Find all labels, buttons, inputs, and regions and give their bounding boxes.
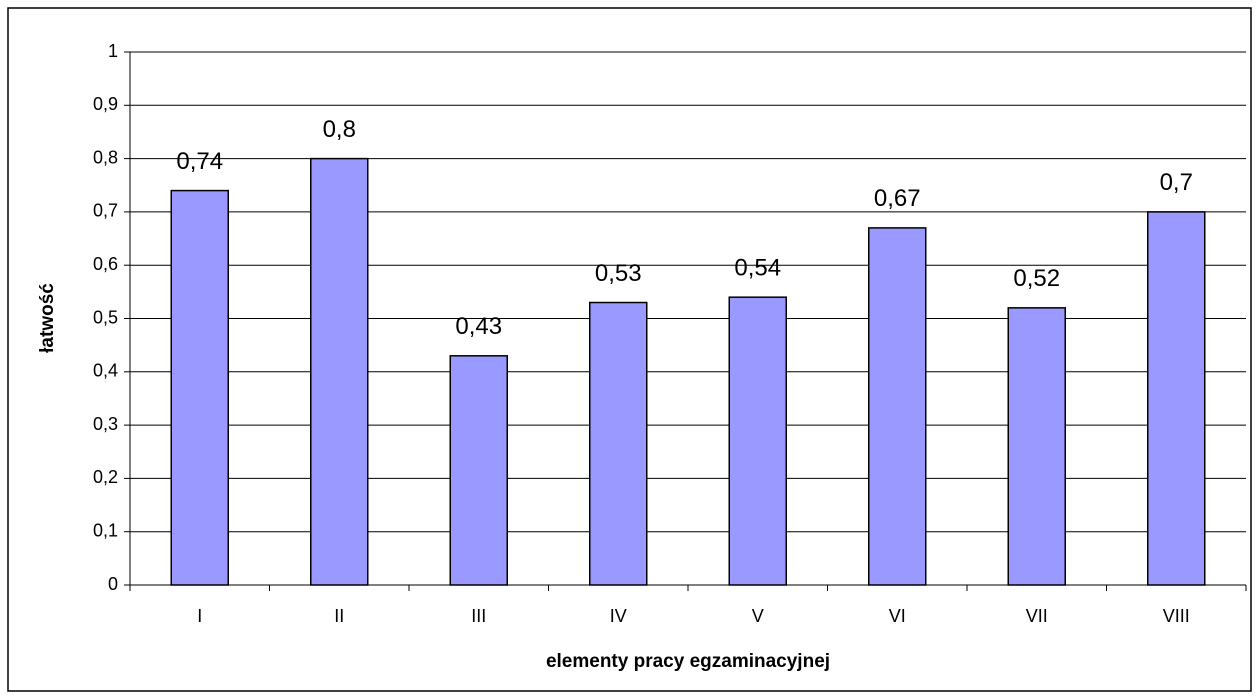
x-tick-label: III: [471, 606, 486, 626]
data-label: 0,43: [455, 313, 502, 340]
bar: [728, 296, 787, 586]
bar: [310, 157, 369, 586]
x-tick-label: V: [752, 606, 764, 626]
x-tick-label: VIII: [1163, 606, 1190, 626]
y-tick-label: 0,7: [93, 201, 118, 221]
x-axis-label: elementy pracy egzaminacyjnej: [546, 651, 830, 672]
x-tick-label: II: [334, 606, 344, 626]
data-label: 0,67: [874, 185, 921, 212]
bar: [449, 355, 508, 586]
bar: [170, 189, 229, 586]
data-label: 0,54: [734, 255, 781, 282]
y-tick-label: 0: [108, 574, 118, 594]
x-tick-label: IV: [610, 606, 627, 626]
bar: [868, 227, 927, 586]
x-tick-label: I: [197, 606, 202, 626]
data-label: 0,7: [1160, 169, 1193, 196]
data-label: 0,53: [595, 260, 642, 287]
y-tick-label: 0,5: [93, 307, 118, 327]
x-tick-label: VII: [1026, 606, 1048, 626]
x-tick-label: VI: [889, 606, 906, 626]
y-axis-label: łatwość: [37, 283, 58, 353]
data-label: 0,52: [1013, 265, 1060, 292]
y-tick-label: 0,9: [93, 94, 118, 114]
y-tick-label: 0,6: [93, 254, 118, 274]
y-tick-label: 0,1: [93, 520, 118, 540]
y-tick-label: 0,2: [93, 467, 118, 487]
y-tick-label: 0,8: [93, 147, 118, 167]
y-tick-label: 0,3: [93, 414, 118, 434]
y-tick-label: 1: [108, 41, 118, 61]
bar: [1007, 307, 1066, 586]
y-tick-label: 0,4: [93, 361, 118, 381]
data-label: 0,8: [323, 116, 356, 143]
bar: [589, 301, 648, 586]
data-label: 0,74: [176, 148, 223, 175]
bar: [1147, 211, 1206, 586]
